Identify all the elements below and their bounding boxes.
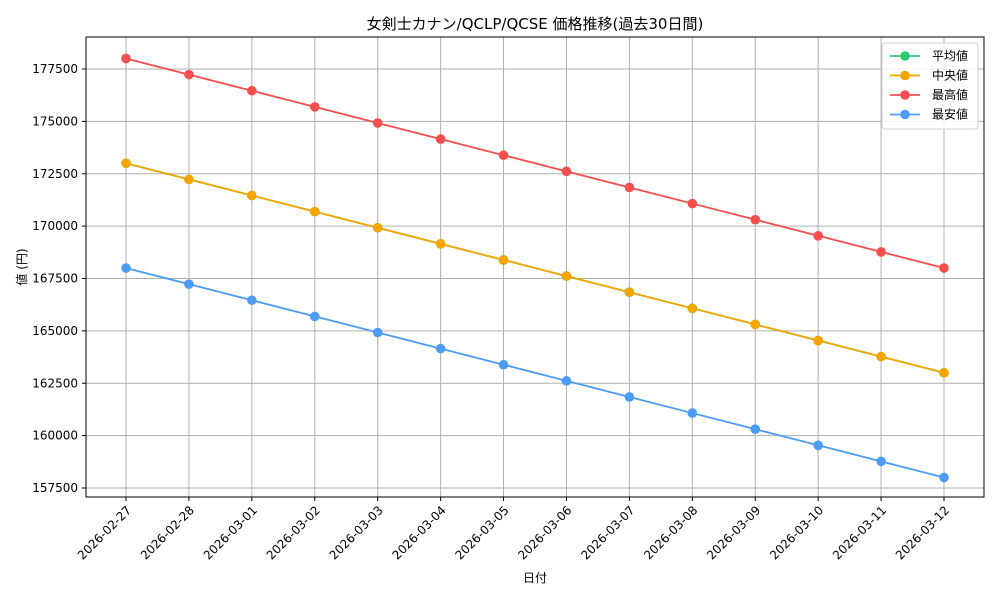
x-axis-ticks: 2026-02-27 2026-02-28 2026-03-01 2026-03-02… <box>75 497 952 562</box>
data-point <box>750 424 761 434</box>
data-point <box>435 239 446 249</box>
data-point <box>813 440 823 451</box>
grid-lines <box>86 37 984 497</box>
y-axis-label: 値 (円) <box>14 248 29 285</box>
legend-label: 平均値 <box>932 48 968 63</box>
data-point <box>876 351 886 362</box>
series-line <box>125 162 945 374</box>
y-tick-label: 167500 <box>32 272 78 286</box>
data-point <box>498 150 509 161</box>
y-tick-label: 160000 <box>32 429 78 443</box>
data-point <box>687 198 698 209</box>
data-point <box>750 319 761 330</box>
data-point <box>687 303 698 314</box>
data-point <box>121 263 131 273</box>
x-tick-label: 2026-03-04 <box>390 503 449 562</box>
y-tick-label: 157500 <box>32 481 78 495</box>
data-point <box>121 158 131 169</box>
data-point <box>247 190 257 201</box>
y-tick-label: 177500 <box>32 62 78 76</box>
data-point <box>247 295 257 306</box>
data-point <box>939 263 949 273</box>
data-point <box>498 359 509 370</box>
x-axis-label: 日付 <box>523 571 547 585</box>
data-point <box>687 408 698 418</box>
data-point <box>309 102 320 112</box>
data-point <box>309 206 320 217</box>
legend-label: 最安値 <box>932 107 968 122</box>
y-axis-ticks: 157500 160000 162500 165000 167500 170000 1725… <box>32 62 86 495</box>
data-point <box>624 287 635 298</box>
data-point <box>184 279 194 289</box>
x-tick-label: 2026-02-28 <box>138 503 197 562</box>
legend-box <box>881 42 979 130</box>
x-tick-label: 2026-03-12 <box>893 503 952 562</box>
chart-title: 女剣士カナン/QCLP/QCSE 価格推移(過去30日間) <box>367 15 704 33</box>
x-tick-label: 2026-03-09 <box>704 503 763 562</box>
legend-marker-icon <box>900 90 910 100</box>
legend-entry: 中央値 <box>890 68 968 83</box>
y-tick-label: 162500 <box>32 376 78 390</box>
series-line <box>125 57 945 269</box>
x-tick-label: 2026-03-06 <box>515 503 574 562</box>
y-tick-label: 165000 <box>32 324 78 338</box>
data-point <box>939 367 949 378</box>
series-line <box>125 267 945 479</box>
legend-entry: 平均値 <box>890 48 968 63</box>
data-point <box>372 327 383 338</box>
y-tick-label: 175000 <box>32 114 78 128</box>
legend-entry: 最安値 <box>890 107 968 122</box>
legend-label: 最高値 <box>932 87 968 102</box>
x-tick-label: 2026-03-02 <box>264 503 323 562</box>
legend-label: 中央値 <box>932 68 968 83</box>
series-layer <box>121 53 949 483</box>
x-tick-label: 2026-03-07 <box>578 503 637 562</box>
data-point <box>435 343 446 354</box>
x-tick-label: 2026-03-08 <box>641 503 700 562</box>
x-tick-label: 2026-02-27 <box>75 503 134 562</box>
data-point <box>372 222 383 233</box>
legend-marker-icon <box>900 70 910 81</box>
data-point <box>309 311 320 322</box>
legend-marker-icon <box>900 51 910 61</box>
data-point <box>813 231 823 241</box>
y-tick-label: 170000 <box>32 219 78 233</box>
legend-marker-icon <box>900 109 910 120</box>
data-point <box>561 376 572 386</box>
plot-area-frame <box>85 36 985 498</box>
data-point <box>184 174 194 185</box>
data-point <box>750 214 761 225</box>
data-point <box>939 472 949 483</box>
data-point <box>876 456 886 467</box>
series-3 <box>121 263 949 483</box>
data-point <box>247 85 257 96</box>
data-point <box>876 247 886 257</box>
data-point <box>498 255 509 265</box>
data-point <box>624 182 635 193</box>
legend-entry: 最高値 <box>890 87 968 102</box>
y-tick-label: 172500 <box>32 167 78 181</box>
x-tick-label: 2026-03-03 <box>327 503 386 562</box>
series-1 <box>121 158 949 378</box>
data-point <box>813 335 823 346</box>
data-point <box>561 166 572 177</box>
data-point <box>184 69 194 80</box>
data-point <box>435 134 446 144</box>
series-2 <box>121 53 949 273</box>
x-tick-label: 2026-03-10 <box>767 503 826 562</box>
x-tick-label: 2026-03-05 <box>452 503 511 562</box>
data-point <box>121 53 131 64</box>
data-point <box>372 118 383 128</box>
x-tick-label: 2026-03-11 <box>830 503 889 562</box>
x-tick-label: 2026-03-01 <box>201 503 260 562</box>
data-point <box>561 271 572 281</box>
data-point <box>624 392 635 402</box>
